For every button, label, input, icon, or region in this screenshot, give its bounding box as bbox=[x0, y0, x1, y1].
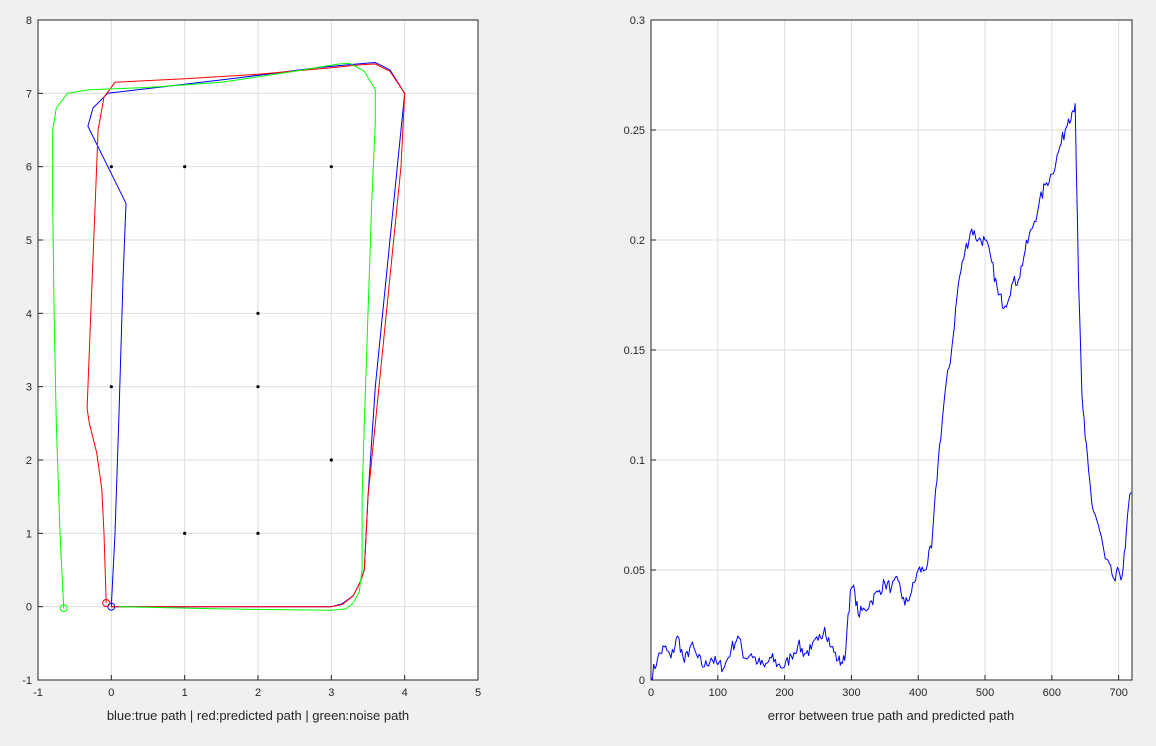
landmark-point bbox=[183, 531, 187, 535]
path-plot-ytick-label: 7 bbox=[26, 88, 32, 100]
error-plot-xlabel: error between true path and predicted pa… bbox=[768, 708, 1014, 723]
path-plot-ytick-label: 5 bbox=[26, 235, 32, 247]
error-plot-ytick-label: 0 bbox=[639, 675, 645, 687]
error-plot-xtick-label: 0 bbox=[648, 687, 654, 699]
noise-path-line bbox=[52, 62, 376, 611]
error-plot-xtick-label: 600 bbox=[1043, 687, 1061, 699]
landmark-point bbox=[183, 165, 187, 169]
error-plot-ticks: 0 100 200 300 400 500 600 700 0 0.05 0.1 0.15 0.2 0.2… bbox=[624, 15, 1128, 699]
landmark-point bbox=[256, 531, 260, 535]
path-plot-ytick-label: 6 bbox=[26, 162, 32, 174]
error-plot: 0 100 200 300 400 500 600 700 0 0.05 0.1 0.15 0.2 0.2… bbox=[624, 15, 1133, 723]
landmark-point bbox=[329, 165, 333, 169]
path-plot-xtick-label: 0 bbox=[108, 687, 114, 699]
landmark-point bbox=[329, 458, 333, 462]
path-plot-xtick-label: 3 bbox=[328, 687, 334, 699]
landmark-point bbox=[109, 385, 113, 389]
path-plot-ytick-label: 1 bbox=[26, 528, 32, 540]
path-plot-xlabel: blue:true path | red:predicted path | gr… bbox=[107, 708, 409, 723]
path-plot-ytick-label: 2 bbox=[26, 455, 32, 467]
path-plot: -1 0 1 2 3 4 5 -1 0 1 2 3 4 5 6 7 8 blue:true path | red… bbox=[22, 15, 481, 723]
error-plot-ytick-label: 0.2 bbox=[630, 235, 645, 247]
predicted-path-start-marker bbox=[102, 599, 111, 607]
error-plot-xtick-label: 200 bbox=[775, 687, 793, 699]
error-plot-ytick-label: 0.15 bbox=[624, 345, 645, 357]
path-plot-ytick-label: 3 bbox=[26, 382, 32, 394]
path-plot-ytick-label: -1 bbox=[22, 675, 32, 687]
error-plot-xtick-label: 700 bbox=[1109, 687, 1127, 699]
path-plot-xtick-label: 4 bbox=[402, 687, 408, 699]
error-plot-xtick-label: 400 bbox=[909, 687, 927, 699]
path-plot-ticks: -1 0 1 2 3 4 5 -1 0 1 2 3 4 5 6 7 8 bbox=[22, 15, 481, 699]
predicted-path-line bbox=[86, 63, 406, 608]
path-plot-xtick-label: 2 bbox=[255, 687, 261, 699]
error-plot-ytick-label: 0.1 bbox=[630, 455, 645, 467]
path-plot-ytick-label: 0 bbox=[26, 602, 32, 614]
path-plot-xtick-label: 1 bbox=[182, 687, 188, 699]
error-plot-xtick-label: 500 bbox=[976, 687, 994, 699]
path-plot-ytick-label: 8 bbox=[26, 15, 32, 27]
error-plot-xtick-label: 300 bbox=[842, 687, 860, 699]
error-plot-series bbox=[650, 103, 1133, 681]
error-plot-ytick-label: 0.3 bbox=[630, 15, 645, 27]
path-plot-xtick-label: 5 bbox=[475, 687, 481, 699]
landmark-point bbox=[256, 311, 260, 315]
path-plot-series bbox=[52, 62, 406, 613]
noise-path-start-marker bbox=[59, 604, 68, 613]
error-plot-ytick-label: 0.05 bbox=[624, 565, 645, 577]
path-plot-xtick-label: -1 bbox=[33, 687, 43, 699]
error-plot-xtick-label: 100 bbox=[709, 687, 727, 699]
landmark-point bbox=[109, 165, 113, 169]
error-line bbox=[650, 103, 1133, 681]
landmark-point bbox=[256, 385, 260, 389]
error-plot-ytick-label: 0.25 bbox=[624, 125, 645, 137]
path-plot-ytick-label: 4 bbox=[26, 308, 32, 320]
